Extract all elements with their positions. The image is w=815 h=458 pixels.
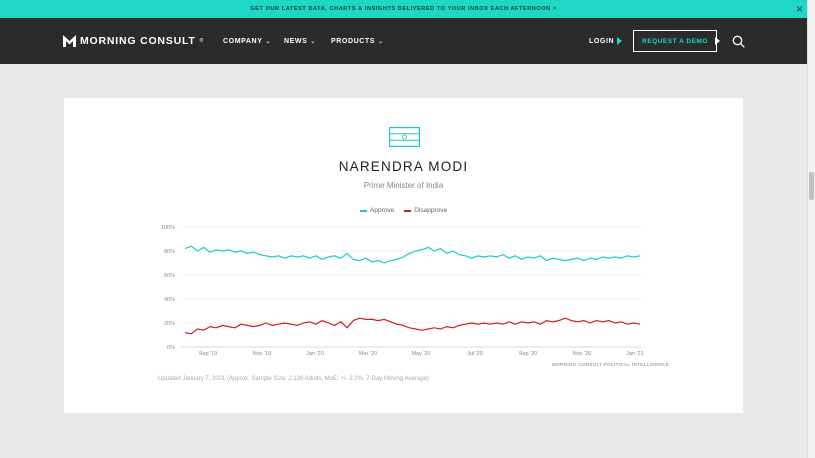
request-demo-label: REQUEST A DEMO [642, 37, 708, 45]
request-demo-button[interactable]: REQUEST A DEMO [633, 30, 720, 52]
leader-approval-card: NARENDRA MODI Prime Minister of India Ap… [64, 98, 743, 413]
login-link[interactable]: LOGIN [589, 38, 615, 45]
nav-item-news[interactable]: NEWS ⌄ [284, 38, 316, 45]
legend-label-approve: Approve [370, 207, 395, 214]
legend-item-disapprove[interactable]: Disapprove [404, 207, 447, 214]
close-icon[interactable]: × [795, 2, 803, 16]
nav-item-label: NEWS [284, 38, 308, 45]
series-line-disapprove[interactable] [184, 317, 641, 335]
y-tick-label: 20% [164, 321, 175, 327]
logo-text: MORNING CONSULT [80, 35, 196, 47]
y-tick-label: 100% [161, 225, 175, 231]
legend-label-disapprove: Disapprove [414, 207, 448, 214]
nav-item-company[interactable]: COMPANY ⌄ [223, 38, 271, 45]
promo-banner[interactable]: GET OUR LATEST DATA, CHARTS & INSIGHTS D… [0, 0, 807, 18]
page-scrollbar[interactable] [807, 0, 815, 458]
x-tick-label: May '20 [411, 351, 430, 357]
chevron-down-icon: ⌄ [265, 39, 272, 45]
scrollbar-thumb[interactable] [809, 172, 814, 200]
banner-text[interactable]: GET OUR LATEST DATA, CHARTS & INSIGHTS D… [250, 6, 557, 12]
x-tick-label: Jan '20 [306, 351, 324, 357]
chevron-down-icon: ⌄ [310, 39, 317, 45]
y-tick-label: 0% [167, 345, 175, 351]
x-tick-label: Mar '20 [359, 351, 377, 357]
leader-name: NARENDRA MODI [338, 159, 469, 174]
logo[interactable]: MORNING CONSULT ® [63, 35, 203, 47]
chevron-down-icon: ⌄ [378, 39, 384, 45]
x-tick-label: Sep '19 [199, 351, 217, 357]
search-icon[interactable] [732, 35, 745, 48]
series-line-approve[interactable] [184, 245, 641, 264]
logo-registered-mark: ® [199, 38, 204, 44]
main-navigation: MORNING CONSULT ® COMPANY ⌄ NEWS ⌄ PRODU… [0, 18, 807, 64]
nav-item-label: PRODUCTS [331, 38, 376, 45]
chart-footnote: Updated January 7, 2021 (Approx. Sample … [158, 376, 429, 382]
x-tick-label: Nov '20 [573, 351, 591, 357]
legend-swatch-approve [360, 209, 367, 212]
nav-item-products[interactable]: PRODUCTS ⌄ [331, 38, 384, 45]
y-tick-label: 60% [164, 273, 175, 279]
y-tick-label: 40% [164, 297, 175, 303]
approval-line-chart: 100% 80% 60% 40% 20% 0% Sep '19 Nov '19 Jan '20 M… [161, 225, 644, 357]
logo-mark-icon [63, 35, 76, 47]
arrow-right-icon [617, 37, 622, 45]
legend-item-approve[interactable]: Approve [360, 207, 394, 214]
x-tick-label: Jan '21 [626, 351, 644, 357]
india-flag-icon [389, 127, 420, 147]
chart-source: MORNING CONSULT POLITICAL INTELLIGENCE [552, 362, 670, 367]
arrow-right-icon [715, 37, 720, 45]
nav-item-label: COMPANY [223, 38, 263, 45]
chart-legend: Approve Disapprove [360, 207, 447, 214]
leader-title: Prime Minister of India [363, 181, 444, 190]
legend-swatch-disapprove [404, 209, 412, 212]
x-tick-label: Nov '19 [253, 351, 271, 357]
y-tick-label: 80% [164, 249, 175, 255]
x-tick-label: Jul '20 [467, 351, 483, 357]
x-tick-label: Sep '20 [519, 351, 537, 357]
